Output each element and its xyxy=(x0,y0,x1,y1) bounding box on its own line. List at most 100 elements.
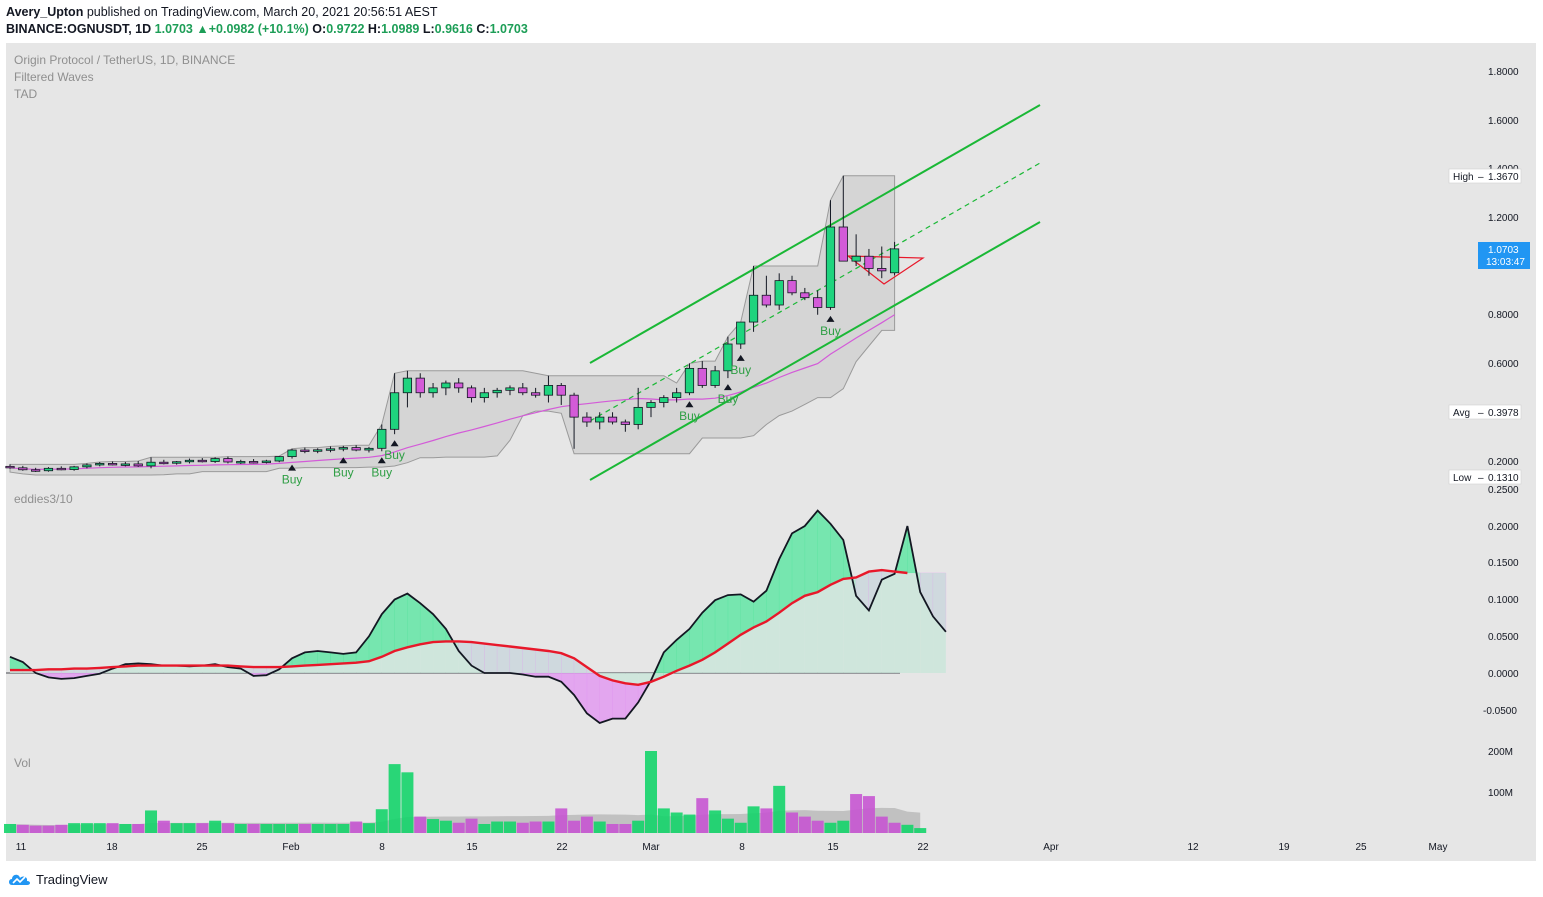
avg-tag-value: 0.3978 xyxy=(1488,408,1519,419)
candle-body xyxy=(428,387,438,394)
volume-bar xyxy=(901,824,914,833)
indicator-volume[interactable]: Vol xyxy=(14,756,31,770)
high-label: H: xyxy=(367,22,382,36)
osc-base-fill xyxy=(753,621,767,673)
osc-tick-label: 0.2500 xyxy=(1488,485,1519,496)
volume-bar xyxy=(606,823,619,833)
volume-bar xyxy=(337,823,350,833)
published-date: published on TradingView.com, March 20, … xyxy=(86,5,438,19)
time-tick-label: 18 xyxy=(106,842,118,853)
time-tick-label: 8 xyxy=(739,842,745,853)
author-name[interactable]: Avery_Upton xyxy=(6,5,84,19)
candle-body xyxy=(710,370,720,386)
osc-tick-label: 0.1500 xyxy=(1488,558,1519,569)
osc-tick-label: 0.0000 xyxy=(1488,669,1519,680)
candle-body xyxy=(838,226,848,262)
candle-body xyxy=(415,377,425,394)
buy-signal-icon xyxy=(390,440,399,447)
buy-label: Buy xyxy=(384,448,405,462)
triangle-pattern xyxy=(846,255,925,285)
candle-body xyxy=(146,461,156,467)
low-label: L: xyxy=(422,22,435,36)
volume-bar xyxy=(170,823,183,833)
volume-bar xyxy=(811,820,824,833)
candle-body xyxy=(774,280,784,306)
candle-body xyxy=(736,321,746,345)
candle-body xyxy=(505,387,515,391)
osc-base-fill xyxy=(202,665,216,673)
osc-base-fill xyxy=(497,645,510,673)
candle-body xyxy=(889,248,900,274)
brand-text: TradingView xyxy=(36,871,108,887)
candle-body xyxy=(787,280,797,294)
candle-body xyxy=(274,456,284,462)
buy-label: Buy xyxy=(718,392,739,406)
indicator-filtered-waves[interactable]: Filtered Waves xyxy=(14,70,94,84)
buy-label: Buy xyxy=(282,473,303,487)
volume-bar xyxy=(196,823,209,833)
time-tick-label: 15 xyxy=(466,842,478,853)
volume-bar xyxy=(4,823,16,833)
osc-base-fill xyxy=(138,665,152,673)
volume-bar xyxy=(68,823,81,833)
volume-bar xyxy=(80,823,93,833)
osc-base-fill xyxy=(484,643,498,673)
osc-base-fill xyxy=(343,662,357,673)
buy-signal-icon xyxy=(685,401,694,408)
volume-bar xyxy=(247,823,260,833)
volume-bar xyxy=(439,820,452,833)
high-tag-dash: – xyxy=(1478,172,1484,183)
signal-line xyxy=(10,568,908,687)
chart-title[interactable]: Origin Protocol / TetherUS, 1D, BINANCE xyxy=(14,53,236,67)
candle-body xyxy=(620,421,630,425)
candle-body xyxy=(595,416,605,423)
osc-base-fill xyxy=(702,652,716,673)
avg-tag-box xyxy=(1448,404,1522,420)
volume-bar xyxy=(824,822,837,833)
volume-bar xyxy=(709,810,722,833)
volume-bar xyxy=(145,810,158,833)
candle-body xyxy=(210,458,220,462)
osc-base-fill xyxy=(189,665,203,673)
candle-body xyxy=(851,255,861,262)
volume-bar xyxy=(452,822,465,833)
candle-body xyxy=(300,449,310,452)
high-tag-box xyxy=(1448,168,1522,184)
osc-base-fill xyxy=(740,627,754,673)
price-tick-label: 1.8000 xyxy=(1488,67,1519,78)
volume-bar xyxy=(516,822,529,833)
volume-bar xyxy=(555,808,568,833)
volume-bar xyxy=(273,823,286,833)
volume-bar xyxy=(491,821,504,833)
candle-body xyxy=(607,416,618,423)
candle-body xyxy=(351,447,361,451)
candle-body xyxy=(31,469,41,472)
osc-base-fill xyxy=(215,665,228,673)
volume-bar xyxy=(760,808,773,833)
candle-body xyxy=(723,343,733,372)
indicator-eddies[interactable]: eddies3/10 xyxy=(14,492,73,506)
avg-tag: Avg –0.3978 xyxy=(1448,404,1522,420)
volume-bar xyxy=(542,821,555,833)
osc-base-fill xyxy=(330,663,344,673)
osc-base-fill xyxy=(176,665,190,673)
candle-body xyxy=(454,382,464,389)
osc-base-fill xyxy=(420,642,434,673)
tradingview-logo[interactable]: TradingView xyxy=(8,871,108,887)
price-tick-label: 0.8000 xyxy=(1488,310,1519,321)
osc-tick-label: -0.0500 xyxy=(1483,706,1517,717)
time-tick-label: 11 xyxy=(16,842,27,853)
volume-bar xyxy=(465,818,478,833)
indicator-tad[interactable]: TAD xyxy=(14,87,38,101)
time-tick-label: 22 xyxy=(917,842,929,853)
candle-body xyxy=(172,461,182,464)
candle-body xyxy=(95,463,105,466)
close-label: C: xyxy=(476,22,490,36)
osc-base-fill xyxy=(253,667,267,673)
time-tick-label: Feb xyxy=(282,842,300,853)
candle-body xyxy=(813,297,823,308)
buy-label: Buy xyxy=(820,324,841,338)
time-tick-label: 25 xyxy=(1355,842,1367,853)
volume-bar xyxy=(362,823,375,833)
